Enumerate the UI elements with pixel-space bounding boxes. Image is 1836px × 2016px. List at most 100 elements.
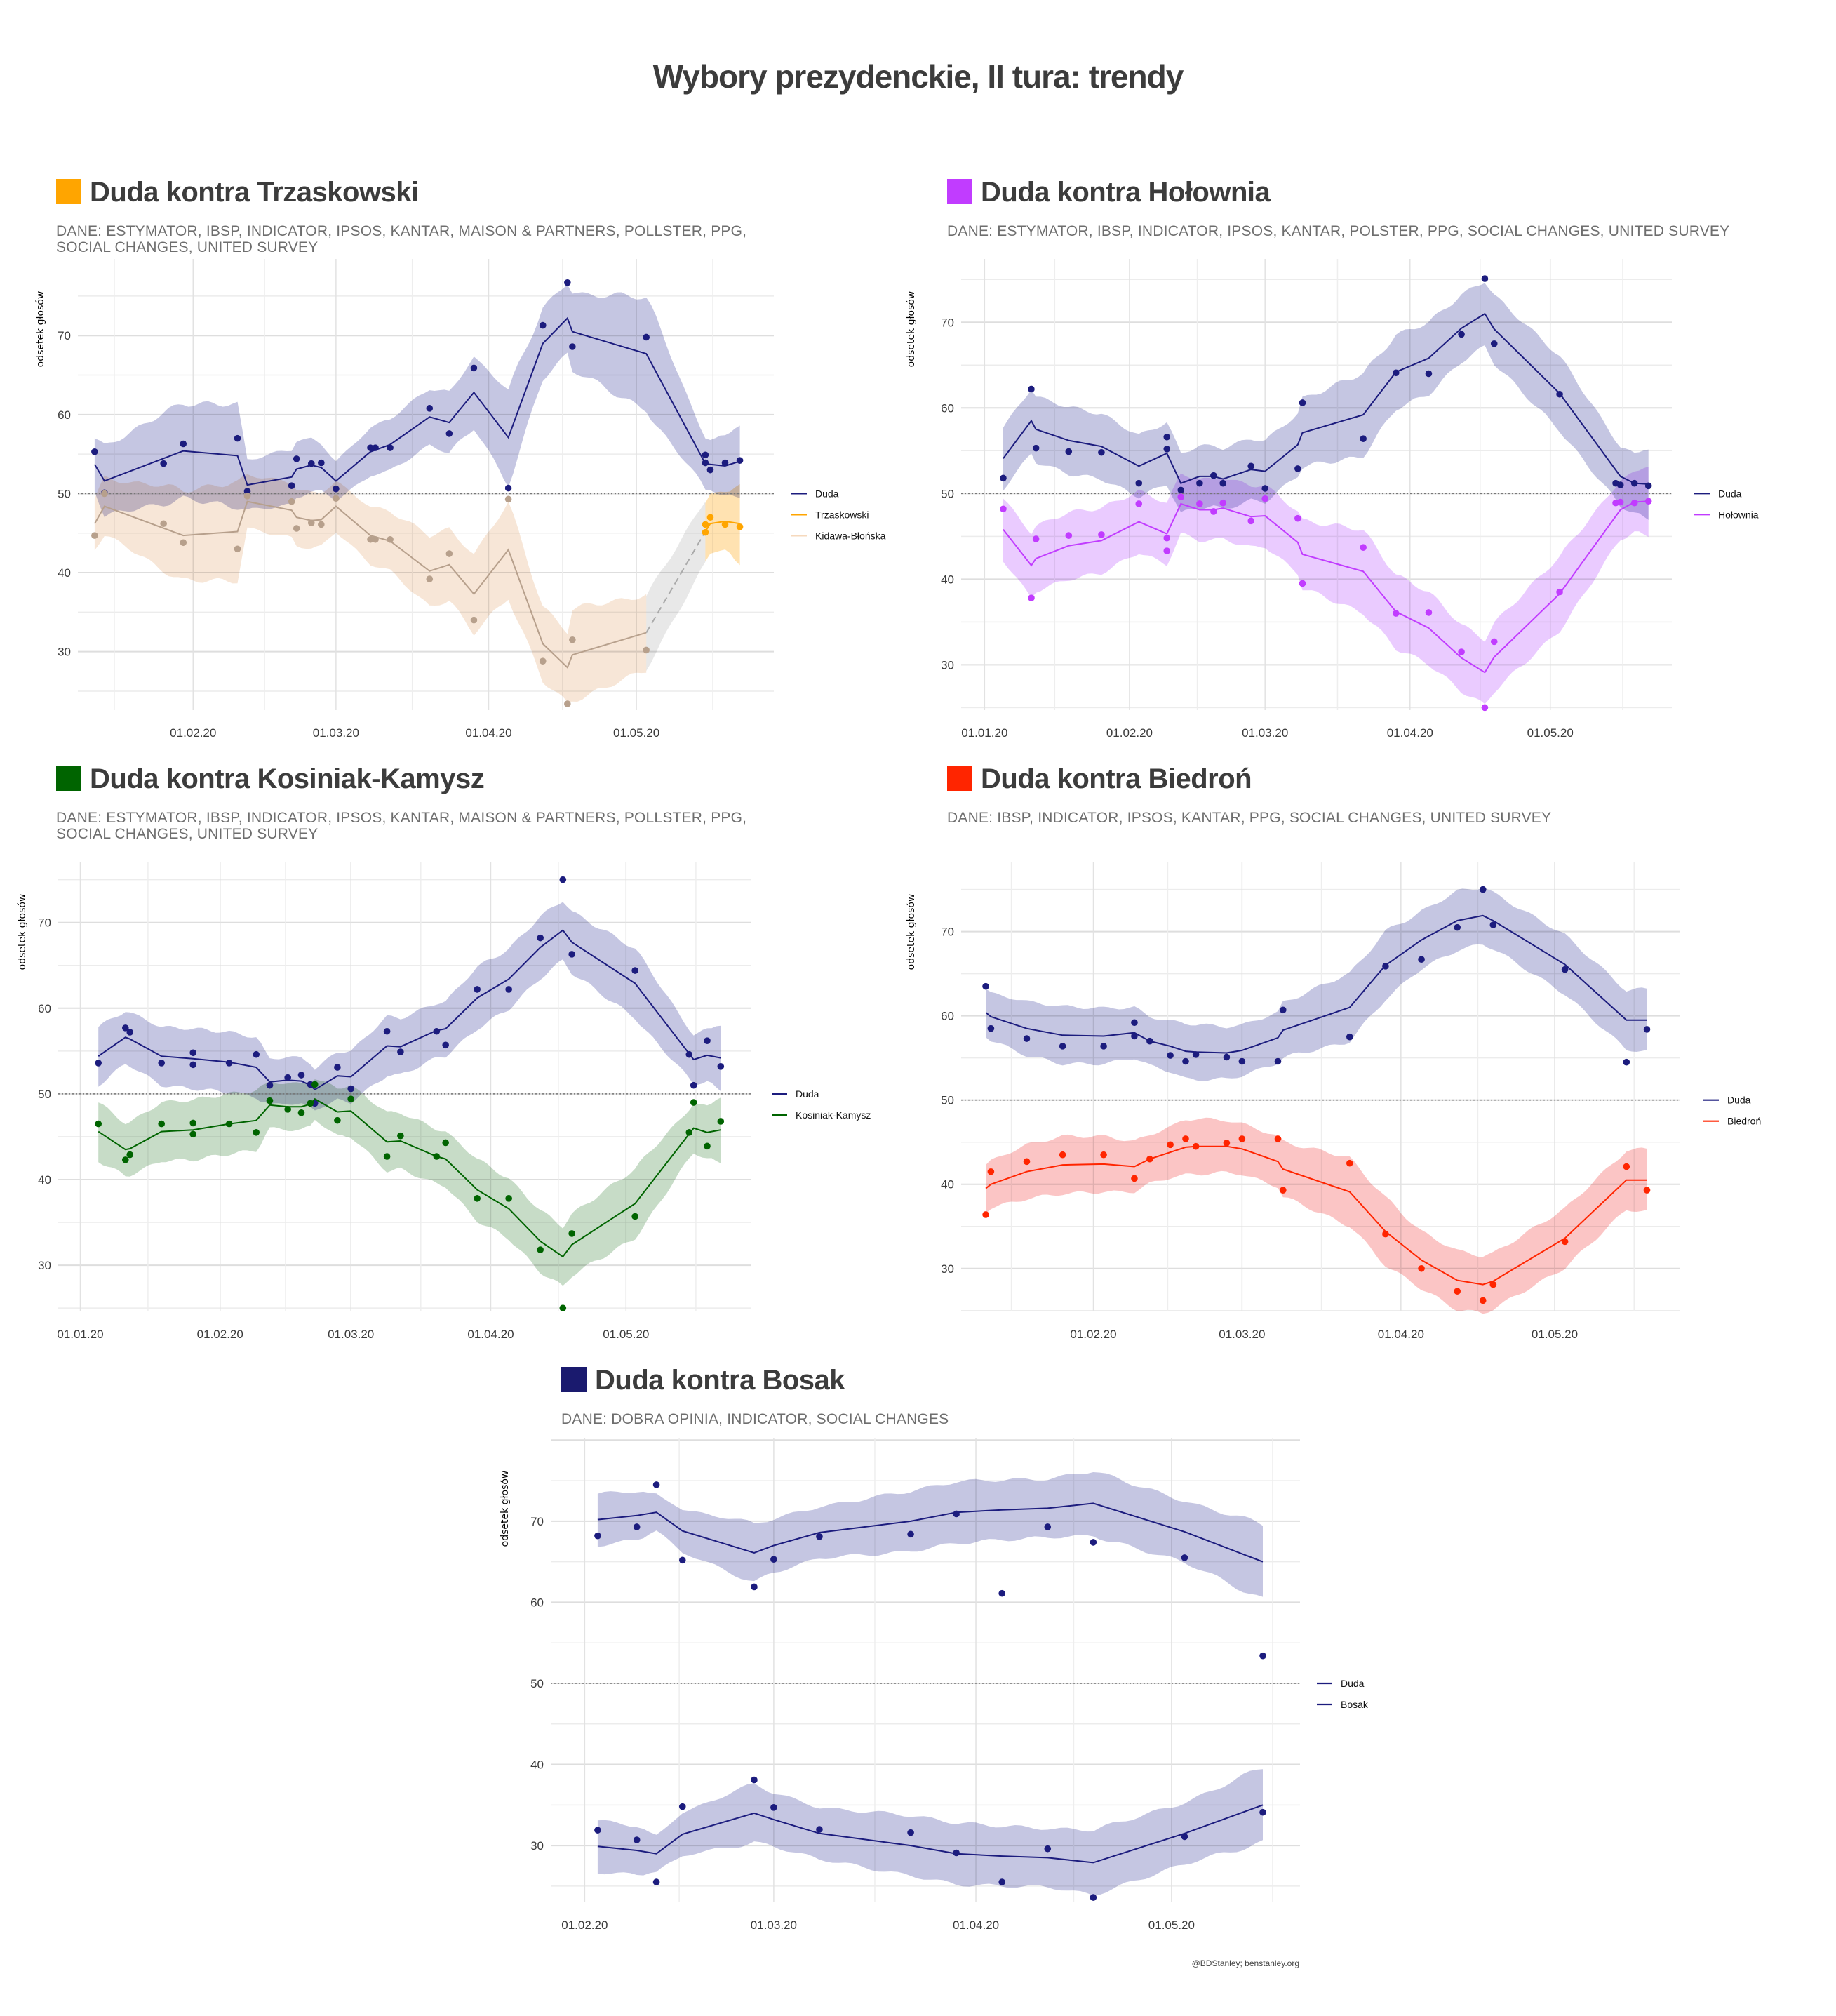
poll-point <box>1490 340 1498 347</box>
poll-point <box>1098 531 1105 538</box>
poll-point <box>1294 514 1301 522</box>
poll-point <box>1210 508 1217 515</box>
poll-point <box>1131 1019 1138 1027</box>
y-tick-label: 30 <box>38 1259 51 1272</box>
poll-point <box>568 951 575 958</box>
poll-point <box>101 490 108 498</box>
poll-point <box>433 1153 441 1160</box>
x-tick-label: 01.05.20 <box>613 726 659 740</box>
poll-point <box>564 279 571 286</box>
poll-point <box>95 1120 102 1128</box>
poll-point <box>1360 544 1367 551</box>
poll-point <box>1223 1053 1231 1061</box>
y-tick-label: 70 <box>58 329 71 342</box>
x-tick-label: 01.02.20 <box>197 1328 243 1341</box>
trend-line-duda <box>985 914 1647 1054</box>
poll-point <box>1259 1652 1266 1660</box>
poll-point <box>702 528 709 536</box>
poll-point <box>334 1116 341 1124</box>
chart-subtitle-line: DANE: ESTYMATOR, IBSP, INDICATOR, IPSOS,… <box>947 223 1730 239</box>
color-square-icon <box>561 1367 587 1392</box>
poll-point <box>770 1803 777 1811</box>
poll-point <box>1274 1057 1282 1065</box>
confidence-band-hoownia <box>1003 467 1649 705</box>
poll-point <box>505 1195 512 1202</box>
poll-point <box>559 1304 567 1311</box>
legend-label: Hołownia <box>1718 509 1759 520</box>
x-tick-label: 01.05.20 <box>1148 1918 1195 1932</box>
chart-title-text: Duda kontra Kosiniak-Kamysz <box>90 763 485 794</box>
trend-line-duda <box>597 1502 1264 1563</box>
y-tick-label: 50 <box>38 1088 51 1101</box>
y-tick-label: 50 <box>530 1677 544 1690</box>
y-axis-label: odsetek głosów <box>35 291 46 368</box>
legend-label: Duda <box>815 488 839 499</box>
color-square-icon <box>56 179 81 204</box>
poll-point <box>387 535 394 543</box>
confidence-band-duda <box>597 1472 1263 1597</box>
poll-point <box>1280 1006 1287 1014</box>
poll-point <box>383 1153 391 1160</box>
poll-point <box>101 489 108 497</box>
poll-point <box>121 1156 129 1163</box>
legend-label: Duda <box>1727 1095 1751 1106</box>
trend-line-duda <box>98 929 721 1091</box>
y-tick-label: 60 <box>58 408 71 422</box>
chart-subtitle-line: DANE: DOBRA OPINIA, INDICATOR, SOCIAL CH… <box>561 1411 949 1427</box>
poll-point <box>594 1532 601 1540</box>
y-axis-label: odsetek głosów <box>17 894 28 970</box>
gridlines <box>961 259 1672 710</box>
poll-point <box>1023 1035 1031 1042</box>
chart-subtitle: DANE: DOBRA OPINIA, INDICATOR, SOCIAL CH… <box>561 1411 949 1427</box>
poll-point <box>631 967 638 974</box>
poll-point <box>564 700 571 707</box>
poll-point <box>445 430 453 437</box>
poll-point <box>474 1195 481 1202</box>
poll-point <box>1294 465 1301 472</box>
poll-point <box>631 1213 638 1220</box>
poll-point <box>318 459 325 467</box>
poll-point <box>537 934 544 942</box>
poll-point <box>1630 479 1638 487</box>
x-tick-label: 01.01.20 <box>961 726 1007 740</box>
gridlines <box>78 259 774 710</box>
poll-point <box>690 1081 697 1089</box>
poll-point <box>1032 535 1040 542</box>
legend-label: Kosiniak-Kamysz <box>796 1109 871 1121</box>
poll-point <box>189 1061 197 1069</box>
poll-point <box>690 1099 697 1106</box>
poll-point <box>1100 1151 1107 1159</box>
color-square-icon <box>947 766 972 791</box>
poll-point <box>383 1027 391 1035</box>
poll-point <box>121 1024 129 1032</box>
poll-point <box>1192 1142 1200 1150</box>
chart-subtitle-line: SOCIAL CHANGES, UNITED SURVEY <box>56 826 319 842</box>
poll-point <box>1065 448 1073 455</box>
chart-title: Duda kontra Trzaskowski <box>56 177 419 208</box>
poll-point <box>1181 1554 1188 1561</box>
poll-point <box>1392 369 1400 377</box>
y-tick-label: 50 <box>58 487 71 500</box>
x-tick-label: 01.02.20 <box>170 726 216 740</box>
legend-label: Trzaskowski <box>815 509 869 520</box>
poll-point <box>318 521 325 528</box>
confidence-band-duda <box>94 284 740 518</box>
poll-point <box>91 532 98 539</box>
x-tick-label: 01.03.20 <box>1219 1328 1265 1341</box>
poll-point <box>717 1118 725 1125</box>
poll-point <box>559 876 567 883</box>
confidence-band-bosak <box>597 1769 1263 1896</box>
poll-point <box>189 1049 197 1057</box>
y-tick-label: 40 <box>38 1173 51 1187</box>
y-tick-label: 30 <box>530 1839 544 1853</box>
y-tick-label: 70 <box>941 316 954 329</box>
confidence-band-kidawaboska <box>94 474 647 702</box>
x-tick-label: 01.03.20 <box>751 1918 797 1932</box>
poll-point <box>1247 517 1254 525</box>
poll-point <box>1059 1151 1066 1159</box>
chart-subtitle-line: DANE: ESTYMATOR, IBSP, INDICATOR, IPSOS,… <box>56 223 747 239</box>
poll-point <box>1261 485 1268 492</box>
poll-point <box>1425 609 1433 616</box>
